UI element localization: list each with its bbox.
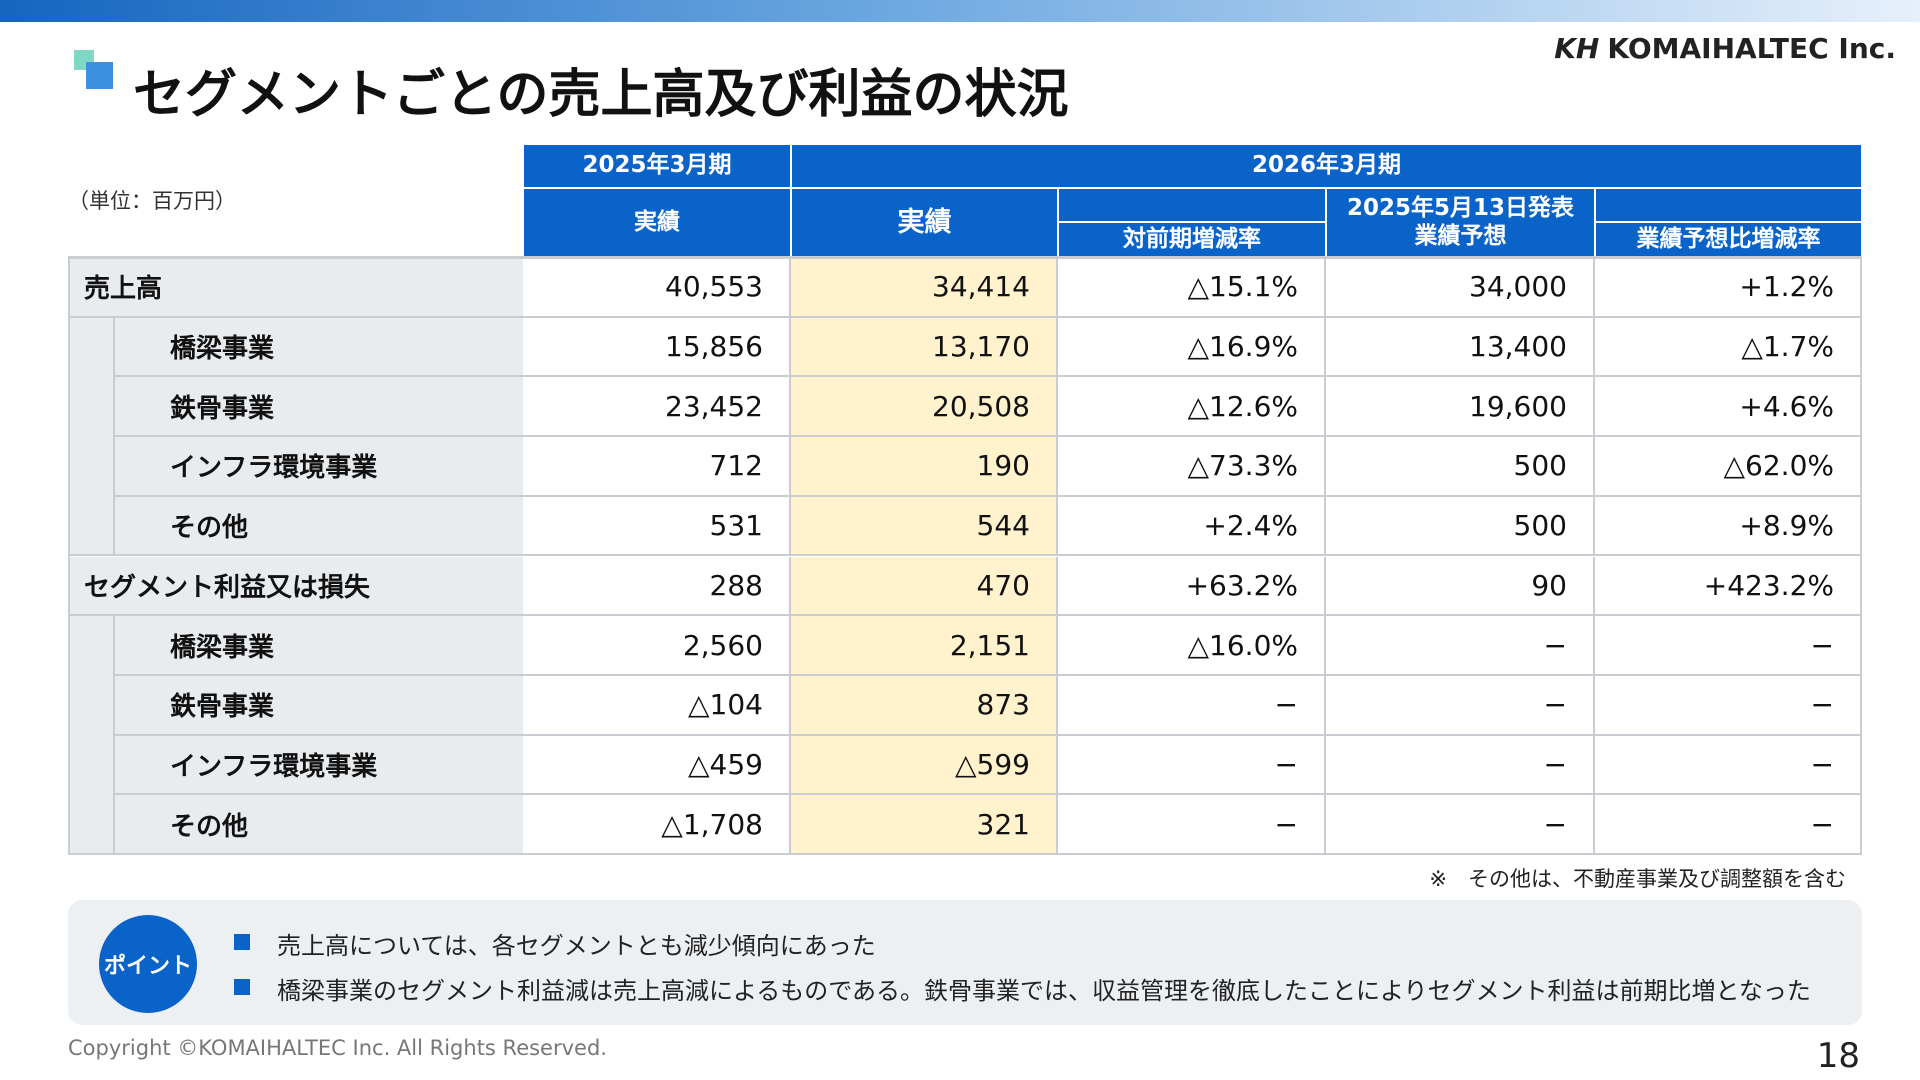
value-cell: 544: [791, 496, 1058, 557]
table-border: [68, 256, 1862, 259]
header-cell: 実績: [523, 188, 791, 258]
value-cell: △73.3%: [1058, 437, 1326, 497]
value-cell: △16.9%: [1058, 317, 1326, 378]
value-cell: 531: [523, 496, 791, 557]
row-label: 鉄骨事業: [113, 675, 523, 736]
value-cell: 873: [791, 675, 1058, 736]
row-label: 売上高: [68, 258, 523, 318]
value-cell: 40,553: [523, 258, 791, 318]
header-line: 2025年5月13日発表: [1346, 195, 1575, 222]
value-cell: −: [1326, 735, 1595, 796]
value-cell: 34,414: [791, 258, 1058, 318]
title: セグメントごとの売上高及び利益の状況: [133, 65, 1069, 125]
point-box: [68, 900, 1862, 1025]
value-cell: −: [1058, 735, 1326, 796]
value-cell: △12.6%: [1058, 377, 1326, 438]
value-cell: +423.2%: [1595, 556, 1862, 617]
value-cell: 288: [523, 556, 791, 617]
row-label: その他: [113, 496, 523, 557]
row-label: 橋梁事業: [113, 317, 523, 378]
value-cell: 712: [523, 437, 791, 497]
value-cell: 13,170: [791, 317, 1058, 378]
row-label: セグメント利益又は損失: [68, 556, 523, 617]
value-cell: △15.1%: [1058, 258, 1326, 318]
top-bar: [0, 0, 1920, 22]
header-cell: 業績予想比増減率: [1595, 222, 1862, 258]
value-cell: 500: [1326, 437, 1595, 497]
point-text: 売上高については、各セグメントとも減少傾向にあった: [277, 931, 876, 960]
value-cell: 190: [791, 437, 1058, 497]
value-cell: △599: [791, 735, 1058, 796]
value-cell: 2,560: [523, 616, 791, 676]
value-cell: 13,400: [1326, 317, 1595, 378]
value-cell: 470: [791, 556, 1058, 617]
value-cell: △62.0%: [1595, 437, 1862, 497]
row-label: 鉄骨事業: [113, 377, 523, 438]
table-border: [68, 258, 1862, 855]
point-text: 橋梁事業のセグメント利益減は売上高減によるものである。鉄骨事業では、収益管理を徹…: [277, 976, 1811, 1005]
title-icon: [86, 62, 113, 89]
header-cell: 2026年3月期: [791, 144, 1862, 188]
value-cell: −: [1326, 616, 1595, 676]
value-cell: 2,151: [791, 616, 1058, 676]
bullet: [234, 979, 250, 995]
value-cell: +8.9%: [1595, 496, 1862, 557]
value-cell: −: [1058, 675, 1326, 736]
indent: [68, 317, 113, 557]
value-cell: 23,452: [523, 377, 791, 438]
value-cell: 19,600: [1326, 377, 1595, 438]
page-number: 18: [1816, 1036, 1860, 1076]
row-label: 橋梁事業: [113, 616, 523, 676]
header-cell: 実績: [791, 188, 1058, 258]
value-cell: 20,508: [791, 377, 1058, 438]
value-cell: −: [1326, 675, 1595, 736]
logo: KH KOMAIHALTEC Inc.: [1554, 32, 1896, 65]
header-cell: [1058, 188, 1326, 222]
value-cell: 90: [1326, 556, 1595, 617]
header-cell: [1595, 188, 1862, 222]
value-cell: +4.6%: [1595, 377, 1862, 438]
value-cell: 321: [791, 795, 1058, 855]
note: ※ その他は、不動産事業及び調整額を含む: [1429, 867, 1846, 891]
point-badge: ポイント: [99, 915, 197, 1013]
value-cell: △459: [523, 735, 791, 796]
value-cell: 500: [1326, 496, 1595, 557]
indent: [68, 616, 113, 855]
value-cell: +2.4%: [1058, 496, 1326, 557]
unit: （単位：百万円）: [68, 189, 236, 213]
header-line: 業績予想: [1414, 223, 1507, 249]
row-label: インフラ環境事業: [113, 735, 523, 796]
header-cell: 対前期増減率: [1058, 222, 1326, 258]
value-cell: 15,856: [523, 317, 791, 378]
row-label: インフラ環境事業: [113, 437, 523, 497]
header-cell: 2025年5月13日発表 業績予想: [1326, 188, 1595, 258]
bullet: [234, 934, 250, 950]
copyright: Copyright ©KOMAIHALTEC Inc. All Rights R…: [68, 1036, 607, 1060]
value-cell: △16.0%: [1058, 616, 1326, 676]
value-cell: △104: [523, 675, 791, 736]
value-cell: 34,000: [1326, 258, 1595, 318]
header-cell: 2025年3月期: [523, 144, 791, 188]
logo-text: KOMAIHALTEC Inc.: [1607, 32, 1896, 65]
value-cell: +63.2%: [1058, 556, 1326, 617]
